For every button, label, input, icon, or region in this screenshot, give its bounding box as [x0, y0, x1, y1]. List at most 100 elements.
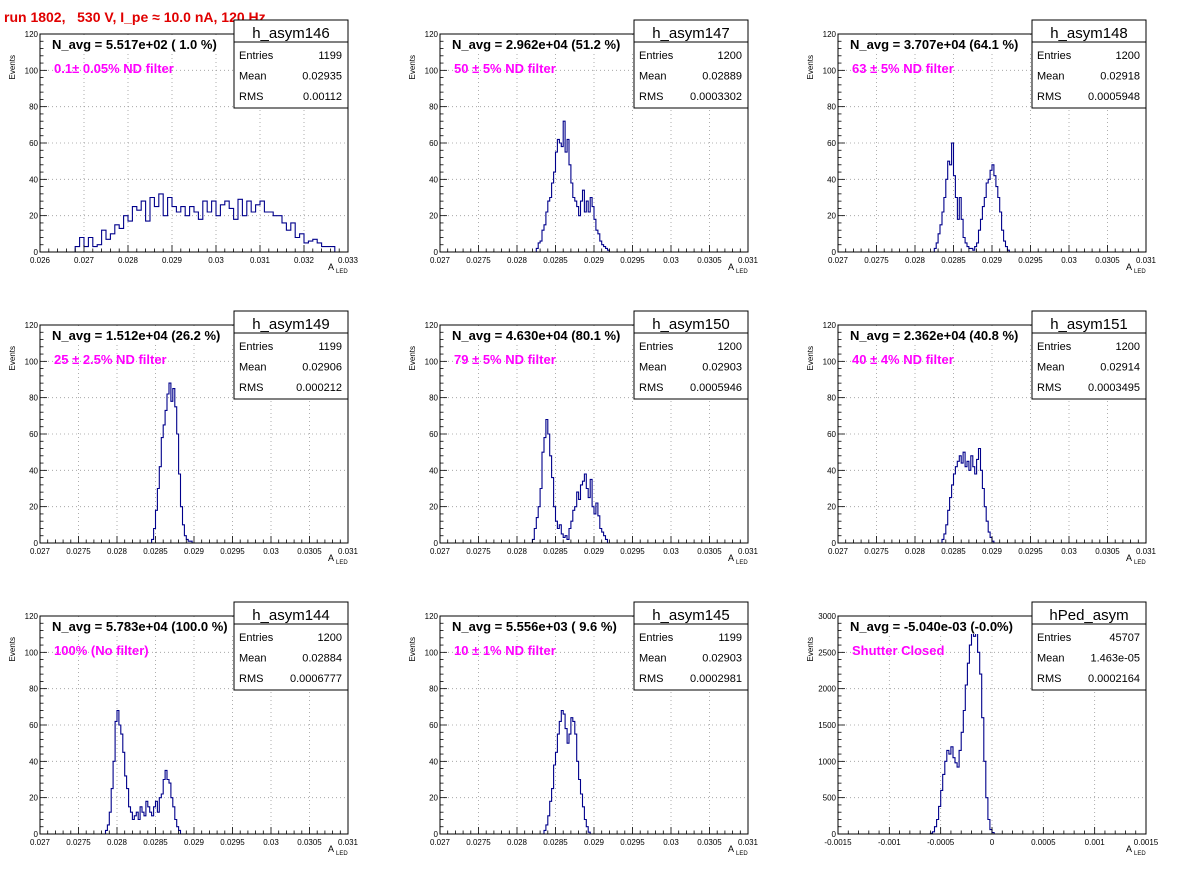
- y-tick-label: 100: [425, 357, 439, 366]
- y-tick-label: 100: [425, 66, 439, 75]
- navg-label: N_avg = 2.962e+04 (51.2 %): [452, 37, 620, 52]
- stats-value: 0.0005946: [690, 382, 742, 394]
- stats-value: 0.02889: [702, 71, 742, 83]
- stats-value: 1200: [718, 50, 742, 62]
- x-tick-label: 0.0305: [297, 547, 322, 556]
- navg-backing: [448, 35, 666, 52]
- stats-value: 0.02903: [702, 362, 742, 374]
- y-tick-label: 120: [823, 321, 837, 330]
- y-tick-label: 40: [429, 757, 438, 766]
- y-axis-label: Events: [408, 55, 417, 79]
- x-tick-label: 0.028: [107, 547, 128, 556]
- x-tick-label: 0.029: [584, 838, 605, 847]
- x-tick-label: 0.031: [338, 838, 359, 847]
- stats-value: 1.463e-05: [1090, 653, 1140, 665]
- stats-label: Entries: [239, 50, 274, 62]
- x-tick-label: 0.027: [430, 256, 451, 265]
- y-tick-label: 40: [29, 466, 38, 475]
- histogram-name: hPed_asym: [1049, 607, 1128, 624]
- y-tick-label: 0: [34, 830, 39, 839]
- filter-label: Shutter Closed: [852, 643, 945, 658]
- stats-label: Mean: [1037, 362, 1065, 374]
- navg-backing: [846, 35, 1064, 52]
- x-tick-label: 0.029: [184, 838, 205, 847]
- stats-value: 0.02914: [1100, 362, 1140, 374]
- x-tick-label: 0.03: [263, 838, 279, 847]
- x-axis-label: A: [328, 553, 334, 563]
- x-tick-label: -0.001: [878, 838, 901, 847]
- x-tick-label: 0.0275: [466, 547, 491, 556]
- x-tick-label: 0.026: [30, 256, 51, 265]
- histogram-panel-h_asym144: 0.027 0.0275 0.028 0.0285 0.029 0.0295 0.03 0.0…: [8, 601, 359, 857]
- y-tick-label: 20: [827, 503, 836, 512]
- histogram-line: [104, 709, 182, 834]
- y-tick-label: 40: [29, 175, 38, 184]
- x-axis-label-subscript: LED: [736, 269, 748, 275]
- x-tick-label: 0.028: [507, 838, 528, 847]
- y-tick-label: 60: [827, 139, 836, 148]
- x-axis-label: A: [1126, 844, 1132, 854]
- y-tick-label: 20: [29, 503, 38, 512]
- stats-label: RMS: [639, 673, 663, 685]
- histogram-panel-h_asym150: 0.027 0.0275 0.028 0.0285 0.029 0.0295 0.03 0.0…: [408, 310, 759, 566]
- x-tick-label: 0.03: [663, 838, 679, 847]
- x-tick-label: 0.0295: [1018, 256, 1043, 265]
- filter-label: 79 ± 5% ND filter: [454, 352, 556, 367]
- x-tick-label: 0.0015: [1134, 838, 1159, 847]
- stats-value: 1200: [318, 632, 342, 644]
- stats-value: 1199: [318, 341, 342, 353]
- y-tick-label: 80: [29, 103, 38, 112]
- stats-label: Mean: [239, 653, 267, 665]
- stats-label: Mean: [1037, 653, 1065, 665]
- navg-label: N_avg = 4.630e+04 (80.1 %): [452, 328, 620, 343]
- x-tick-label: 0.029: [184, 547, 205, 556]
- x-tick-label: 0.029: [982, 256, 1003, 265]
- navg-backing: [448, 617, 666, 634]
- stats-value: 0.0003302: [690, 91, 742, 103]
- y-tick-label: 0: [34, 248, 39, 257]
- x-tick-label: 0.0285: [543, 838, 568, 847]
- histogram-name: h_asym147: [652, 25, 730, 42]
- y-tick-label: 20: [827, 212, 836, 221]
- stats-value: 0.000212: [296, 382, 342, 394]
- x-tick-label: 0.028: [905, 547, 926, 556]
- stats-label: Entries: [639, 341, 674, 353]
- filter-label: 0.1± 0.05% ND filter: [54, 61, 174, 76]
- histogram-name: h_asym149: [252, 316, 330, 333]
- y-tick-label: 60: [827, 430, 836, 439]
- x-tick-label: 0.0295: [620, 256, 645, 265]
- y-tick-label: 80: [29, 394, 38, 403]
- y-axis-label: Events: [408, 637, 417, 661]
- y-tick-label: 20: [29, 794, 38, 803]
- filter-label: 40 ± 4% ND filter: [852, 352, 954, 367]
- x-tick-label: 0.027: [30, 547, 51, 556]
- y-tick-label: 100: [823, 357, 837, 366]
- x-tick-label: 0.0285: [543, 256, 568, 265]
- y-tick-label: 40: [429, 466, 438, 475]
- x-tick-label: 0.027: [30, 838, 51, 847]
- x-tick-label: 0.029: [162, 256, 183, 265]
- y-tick-label: 0: [434, 248, 439, 257]
- stats-value: 0.02903: [702, 653, 742, 665]
- y-tick-label: 120: [25, 612, 39, 621]
- y-tick-label: 40: [827, 466, 836, 475]
- stats-box: [1031, 601, 1147, 691]
- x-tick-label: 0.0305: [1095, 256, 1120, 265]
- stats-value: 0.02884: [302, 653, 342, 665]
- stats-label: Entries: [239, 632, 274, 644]
- filter-label: 50 ± 5% ND filter: [454, 61, 556, 76]
- y-tick-label: 60: [429, 721, 438, 730]
- y-tick-label: 100: [25, 648, 39, 657]
- x-tick-label: 0.031: [338, 547, 359, 556]
- y-tick-label: 0: [832, 830, 837, 839]
- navg-backing: [846, 326, 1064, 343]
- x-tick-label: 0.0275: [864, 256, 889, 265]
- navg-backing: [48, 326, 266, 343]
- x-tick-label: 0.03: [663, 547, 679, 556]
- x-tick-label: 0.0295: [220, 547, 245, 556]
- x-axis-label-subscript: LED: [336, 269, 348, 275]
- histogram-name: h_asym151: [1050, 316, 1128, 333]
- x-axis-label-subscript: LED: [1134, 560, 1146, 566]
- navg-label: N_avg = 5.556e+03 ( 9.6 %): [452, 619, 617, 634]
- x-axis-label: A: [728, 262, 734, 272]
